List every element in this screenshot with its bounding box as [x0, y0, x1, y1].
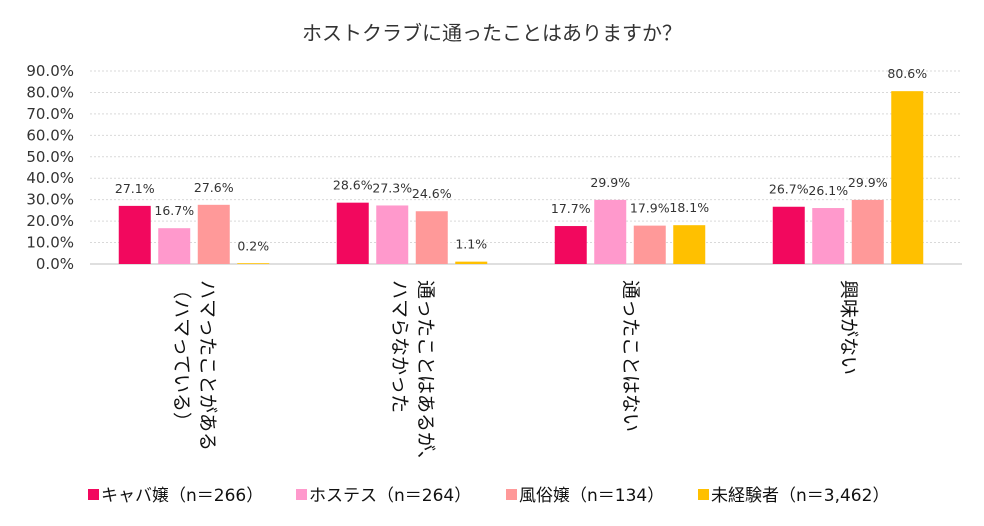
bar	[237, 263, 270, 264]
bar	[118, 205, 151, 264]
data-label: 18.1%	[669, 200, 709, 215]
data-label: 0.2%	[237, 239, 269, 254]
bar	[891, 91, 924, 264]
bar	[673, 225, 706, 264]
data-label: 26.7%	[769, 182, 809, 197]
y-tick-label: 90.0%	[26, 62, 74, 80]
bar	[336, 202, 369, 264]
y-axis: 0.0% 10.0% 20.0% 30.0% 40.0% 50.0% 60.0% 70.0% 8…	[26, 62, 74, 273]
y-tick-label: 60.0%	[26, 126, 74, 144]
data-label: 24.6%	[412, 186, 452, 201]
legend-label: 風俗嬢（n＝134）	[519, 486, 664, 506]
bar	[772, 206, 805, 264]
data-label: 16.7%	[154, 203, 194, 218]
bar	[455, 261, 488, 264]
y-tick-label: 10.0%	[26, 234, 74, 252]
data-label: 29.9%	[590, 175, 630, 190]
legend-swatch	[88, 489, 99, 500]
y-tick-label: 80.0%	[26, 83, 74, 101]
category-label: ハマったことがある	[197, 280, 219, 451]
data-label: 29.9%	[848, 175, 888, 190]
category-label: 通ったことはない	[620, 280, 642, 432]
bar	[812, 208, 845, 264]
data-label: 26.1%	[808, 183, 848, 198]
category-labels: ハマったことがある（ハマっている） 通ったことはあるが、ハマらなかった 通ったことは…	[171, 280, 860, 470]
data-label: 27.6%	[194, 180, 234, 195]
legend-swatch	[296, 489, 307, 500]
bar	[197, 204, 230, 264]
y-tick-label: 20.0%	[26, 212, 74, 230]
category-label: ハマらなかった	[389, 280, 411, 413]
bar	[376, 205, 409, 264]
category-label: （ハマっている）	[171, 280, 193, 431]
bar	[594, 199, 627, 264]
category-label: 興味がない	[838, 280, 860, 375]
gridlines	[90, 70, 962, 265]
legend-label: キャバ嬢（n＝266）	[101, 486, 263, 506]
bar	[415, 211, 448, 264]
data-label: 17.9%	[630, 201, 670, 216]
bar	[554, 226, 587, 264]
y-tick-label: 50.0%	[26, 148, 74, 166]
legend: キャバ嬢（n＝266） ホステス（n＝264） 風俗嬢（n＝134） 未経験者（n＝3…	[88, 486, 889, 506]
category-label: 通ったことはあるが、	[415, 280, 437, 470]
legend-swatch	[698, 489, 709, 500]
chart-title: ホストクラブに通ったことはありますか？	[302, 21, 682, 45]
y-tick-label: 0.0%	[36, 255, 74, 273]
data-label: 28.6%	[333, 178, 373, 193]
bar	[633, 225, 666, 264]
data-label: 80.6%	[887, 66, 927, 81]
y-tick-label: 40.0%	[26, 169, 74, 187]
legend-label: 未経験者（n＝3,462）	[711, 486, 889, 506]
data-label: 17.7%	[551, 201, 591, 216]
legend-label: ホステス（n＝264）	[309, 486, 471, 506]
legend-swatch	[506, 489, 517, 500]
data-label: 27.1%	[115, 181, 155, 196]
bar	[851, 199, 884, 264]
data-label: 1.1%	[455, 237, 487, 252]
bar	[158, 228, 191, 264]
data-label: 27.3%	[372, 180, 412, 195]
y-tick-label: 70.0%	[26, 105, 74, 123]
y-tick-label: 30.0%	[26, 191, 74, 209]
bars	[118, 91, 924, 264]
data-labels: 27.1% 28.6%17.7%26.7%16.7%27.3% 29.9%26.1%…	[115, 66, 927, 253]
